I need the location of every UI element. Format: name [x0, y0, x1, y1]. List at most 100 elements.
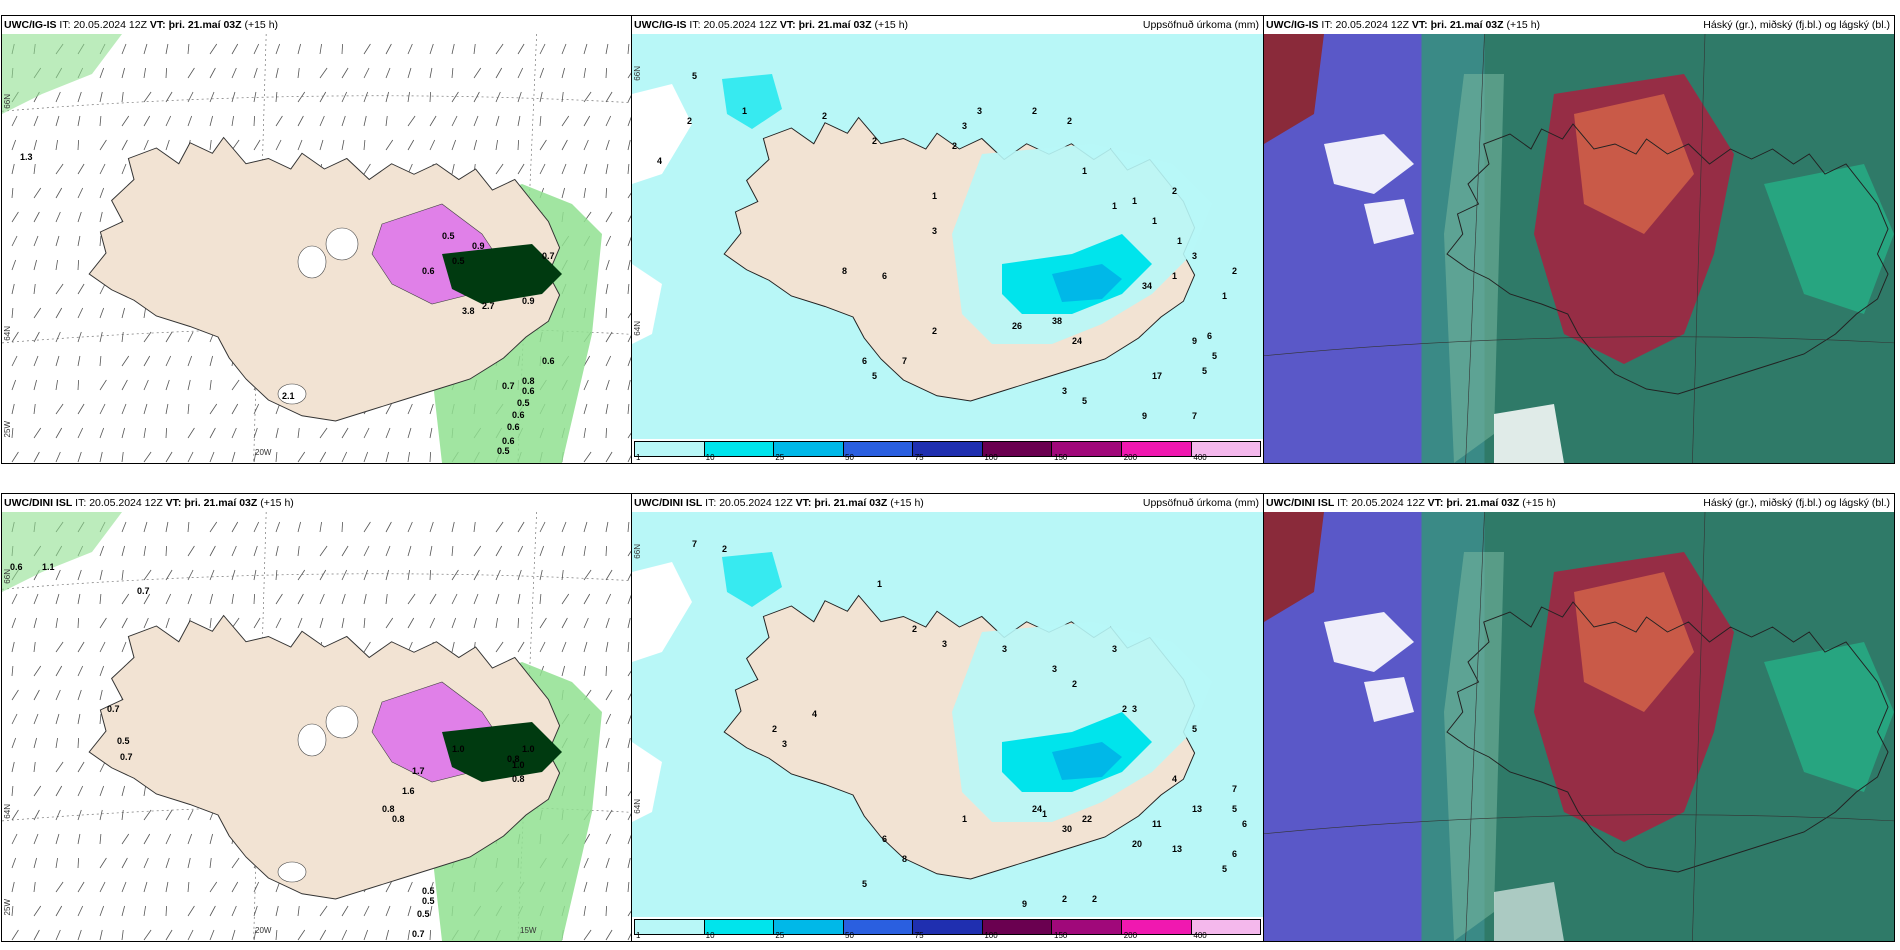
- lon-line-15: [517, 34, 537, 463]
- precip-value-label: 0.7: [120, 752, 133, 762]
- wind-barb: [363, 929, 369, 941]
- panel-top-middle-map: UWC/IG-IS IT: 20.05.2024 12Z VT: þri. 21…: [631, 15, 1264, 464]
- wind-barb: [385, 881, 392, 893]
- wind-barb: [429, 569, 431, 581]
- wind-barb: [451, 115, 458, 127]
- wind-barb: [319, 139, 324, 151]
- wind-barb: [561, 665, 565, 677]
- init-time: 20.05.2024 12Z: [89, 497, 163, 509]
- precip-value-label: 6: [862, 356, 867, 366]
- wind-barb: [539, 163, 546, 175]
- wind-barb: [605, 355, 612, 367]
- precip-value-label: 6: [1232, 849, 1237, 859]
- precip-value-label: 9: [1022, 899, 1027, 909]
- clear-sky-area: [1324, 612, 1414, 672]
- precip-value-label: 4: [657, 156, 662, 166]
- wind-barb: [121, 427, 125, 439]
- colorbar-swatch: [982, 920, 1053, 934]
- wind-barb: [121, 785, 125, 797]
- wind-barb: [33, 905, 42, 917]
- wind-barb: [627, 139, 631, 151]
- wind-barb: [297, 427, 300, 439]
- wind-barb: [363, 593, 367, 605]
- colorbar-swatch: [1052, 442, 1122, 456]
- wind-barb: [77, 713, 81, 725]
- precip-value-label: 0.8: [512, 774, 525, 784]
- wind-barb: [187, 379, 191, 391]
- wind-barb: [33, 689, 40, 701]
- precip-value-label: 2: [952, 141, 957, 151]
- grid-line: [1465, 34, 1485, 463]
- precip-value-label: 8: [842, 266, 847, 276]
- wind-barb: [55, 235, 60, 247]
- precip-value-label: 0.6: [507, 422, 520, 432]
- wind-barb: [561, 187, 565, 199]
- wind-barb: [583, 641, 588, 653]
- wind-barb: [319, 569, 327, 581]
- wind-barb: [77, 785, 84, 797]
- wind-barb: [473, 569, 480, 581]
- wind-barb: [187, 451, 194, 463]
- panel-top-left-map: UWC/IG-IS IT: 20.05.2024 12Z VT: þri. 21…: [1, 15, 632, 464]
- wind-barb: [77, 857, 79, 869]
- wind-barb: [341, 91, 348, 103]
- wind-barb: [55, 115, 60, 127]
- wind-barb: [385, 905, 391, 917]
- wind-barb: [99, 307, 105, 319]
- wind-barb: [99, 617, 107, 629]
- wind-barb: [627, 432, 631, 439]
- precip-value-label: 6: [1242, 819, 1247, 829]
- wind-barb: [561, 617, 568, 629]
- wind-barb: [253, 881, 260, 893]
- wind-barb: [605, 139, 610, 151]
- wind-barb: [539, 115, 542, 127]
- wind-barb: [33, 665, 42, 677]
- wind-barb: [121, 569, 124, 581]
- model-label: UWC/IG-IS: [634, 19, 687, 31]
- wind-barb: [605, 211, 613, 223]
- wind-barb: [407, 115, 416, 127]
- accumulated-precip-map: 5 4 2 1 2 2 3 3 2 2 1 1 1 2 1 1 3 2 1 1 6 9 17 5 5 3 5 9 7 6 5 7 8 6 2 2 1 3 2…: [632, 34, 1263, 439]
- wind-barb: [33, 259, 37, 271]
- wind-barb: [143, 331, 152, 343]
- wind-barb: [429, 521, 434, 533]
- wind-barb: [77, 403, 85, 415]
- wind-barb: [429, 593, 437, 605]
- wind-barb: [187, 929, 194, 941]
- wind-barb: [319, 521, 322, 533]
- wind-barb: [209, 91, 215, 103]
- wind-barb: [583, 43, 588, 55]
- lead-time: (+15 h): [874, 19, 909, 31]
- precip-value-label: 1.6: [402, 786, 415, 796]
- wind-barb: [429, 115, 437, 127]
- it-label: IT:: [59, 19, 71, 31]
- wind-precip-map: 1.3 0.5 0.9 0.6 0.5 3.8 2.7 0.7 0.9 0.6 0.5 0.6 0.6 0…: [2, 34, 631, 463]
- wind-barb: [451, 593, 458, 605]
- wind-barb: [187, 833, 193, 845]
- wind-barb: [209, 569, 215, 581]
- precip-mid-area: [722, 74, 782, 129]
- lat-label-66: 66N: [3, 94, 12, 109]
- wind-barb: [33, 833, 39, 845]
- wind-precip-map: 0.6 1.1 0.7 0.7 0.5 1.0 1.7 1.6 0.8 0.8 1.0 0.8 0.5 0…: [2, 512, 631, 941]
- wind-barb: [517, 115, 521, 127]
- wind-barb: [561, 163, 567, 175]
- wind-barb: [33, 211, 40, 223]
- wind-barb: [407, 905, 412, 917]
- wind-barb: [121, 67, 125, 79]
- wind-barb: [407, 67, 412, 79]
- wind-barb: [187, 881, 190, 893]
- wind-barb: [363, 139, 366, 151]
- wind-barb: [451, 521, 455, 533]
- lon-line-20: [253, 34, 267, 463]
- wind-barb: [605, 307, 607, 319]
- wind-barb: [605, 593, 612, 605]
- wind-barb: [341, 593, 346, 605]
- wind-barb: [165, 521, 169, 533]
- lat-lon-grid: [1264, 34, 1894, 463]
- wind-barb: [231, 43, 239, 55]
- wind-barb: [297, 545, 300, 557]
- wind-barb: [627, 163, 630, 175]
- wind-barb: [495, 43, 504, 55]
- init-time: 20.05.2024 12Z: [1335, 19, 1409, 31]
